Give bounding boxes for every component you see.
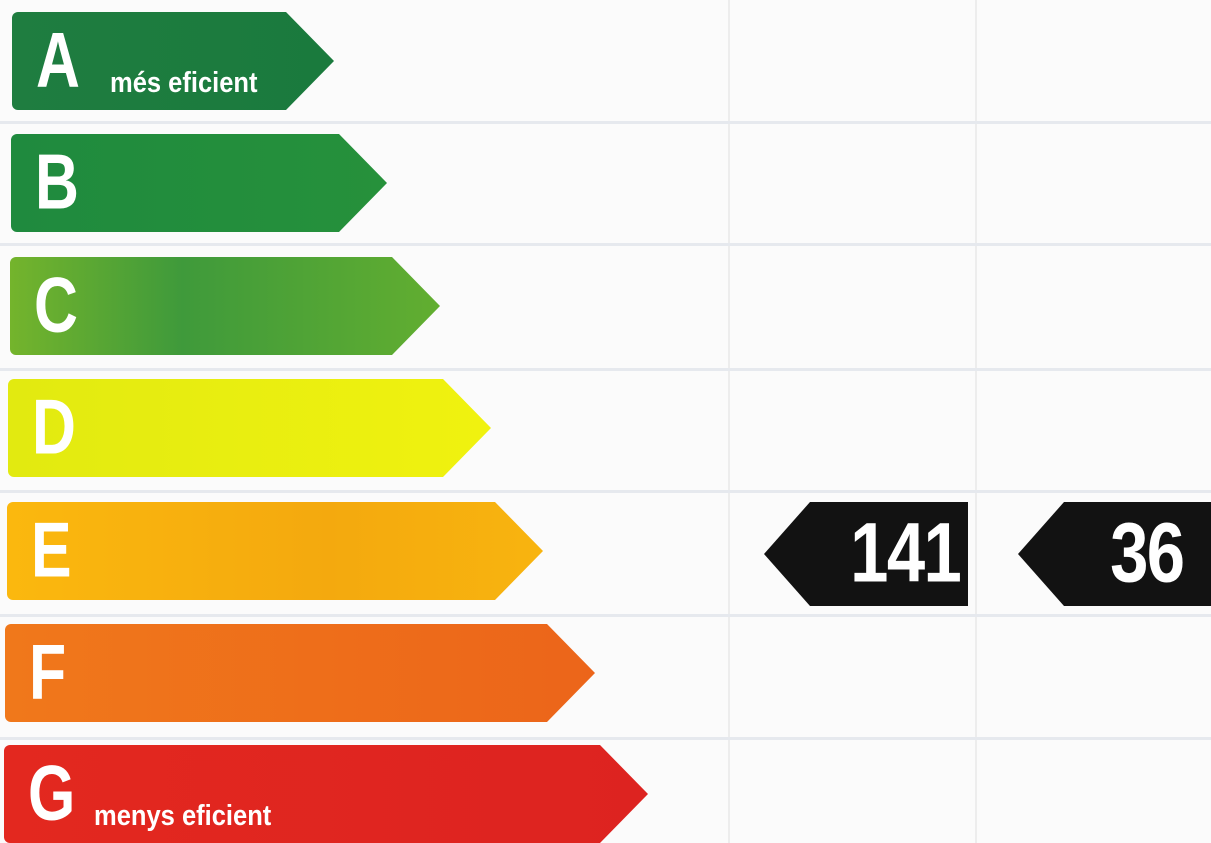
grid-row-divider	[0, 490, 1211, 493]
rating-pointer-consumption: 141	[764, 502, 968, 606]
grid-row-divider	[0, 737, 1211, 740]
energy-band-b: B	[11, 134, 387, 232]
grid-column-divider	[975, 0, 977, 843]
band-letter: E	[31, 505, 72, 594]
band-letter: B	[35, 137, 79, 226]
band-letter: A	[36, 15, 80, 104]
grid-row-divider	[0, 614, 1211, 617]
energy-band-d: D	[8, 379, 491, 477]
band-letter: D	[32, 382, 76, 471]
band-caption: menys eficient	[94, 800, 272, 832]
band-letter: G	[28, 748, 76, 837]
energy-band-a: A més eficient	[12, 12, 334, 110]
grid-row-divider	[0, 368, 1211, 371]
rating-pointer-emissions: 36	[1018, 502, 1211, 606]
band-letter: C	[34, 260, 78, 349]
band-letter: F	[29, 627, 67, 716]
energy-band-g: G menys eficient	[4, 745, 648, 843]
energy-band-c: C	[10, 257, 440, 355]
energy-band-f: F	[5, 624, 595, 722]
grid-column-divider	[728, 0, 730, 843]
grid-row-divider	[0, 243, 1211, 246]
energy-band-e: E	[7, 502, 543, 600]
rating-value: 36	[1109, 505, 1185, 600]
rating-value: 141	[849, 505, 962, 600]
band-caption: més eficient	[110, 67, 258, 99]
grid-row-divider	[0, 121, 1211, 124]
